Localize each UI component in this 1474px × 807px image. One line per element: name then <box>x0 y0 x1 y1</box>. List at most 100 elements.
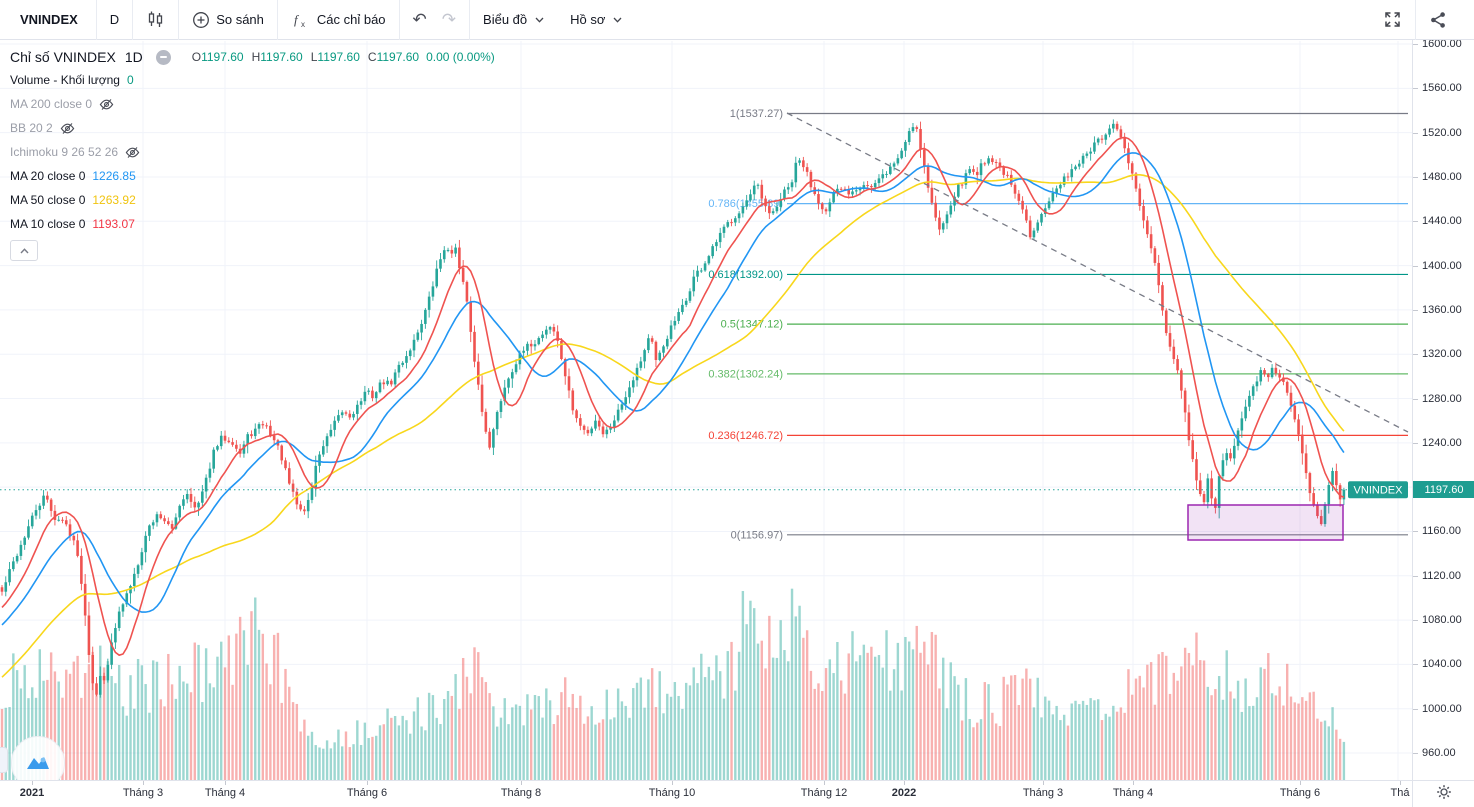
fib-retracement[interactable]: 1(1537.27)0.786(1455.89)0.618(1392.00)0.… <box>708 108 1408 541</box>
ohlc-pair: C1197.60 <box>367 50 420 64</box>
axis-tick <box>1413 620 1418 622</box>
axis-tick <box>1413 398 1418 400</box>
symbol-price-tag: VNINDEX <box>1348 481 1408 499</box>
fullscreen-button[interactable] <box>1370 0 1415 39</box>
price-axis-label: 1240.00 <box>1422 436 1462 449</box>
price-axis-label: 1120.00 <box>1422 569 1461 582</box>
indicator-value: 1263.92 <box>92 193 136 207</box>
svg-text:0(1156.97): 0(1156.97) <box>731 529 783 541</box>
chart-style-button[interactable] <box>133 0 178 39</box>
symbol-button[interactable]: VNINDEX <box>20 12 78 27</box>
time-axis-label: Tháng 4 <box>1112 787 1154 799</box>
compare-button[interactable]: So sánh <box>179 0 277 39</box>
indicator-name: MA 50 close 0 <box>10 193 86 207</box>
axis-tick <box>225 781 226 785</box>
indicator-value: 1226.85 <box>92 169 136 183</box>
time-axis[interactable]: 2021 Tháng 3 Tháng 4 Tháng 6 Tháng 8 Tháng 10… <box>0 780 1412 807</box>
price-axis-label: 1160.00 <box>1422 525 1461 538</box>
indicators-label: Các chỉ báo <box>316 12 386 27</box>
axis-settings-cell[interactable] <box>1412 780 1474 807</box>
indicator-row[interactable]: MA 200 close 0 <box>10 92 495 116</box>
time-axis-label: Thá <box>1390 787 1410 799</box>
redo-button[interactable]: ↷ <box>441 9 457 29</box>
ohlc-pair: L1197.60 <box>310 50 360 64</box>
ohlc-pair: H1197.60 <box>251 50 303 64</box>
price-axis-label: 1320.00 <box>1422 348 1462 361</box>
moving-averages-layer <box>1 136 1345 678</box>
svg-text:0.618(1392.00): 0.618(1392.00) <box>708 269 783 281</box>
indicator-value: 1193.07 <box>92 217 135 231</box>
divider <box>398 0 400 40</box>
axis-tick <box>1300 781 1301 785</box>
indicator-value: 0 <box>126 73 134 87</box>
price-axis-label: 1520.00 <box>1422 126 1462 139</box>
indicator-row[interactable]: BB 20 2 <box>10 116 495 140</box>
svg-text:0.382(1302.24): 0.382(1302.24) <box>708 368 783 380</box>
axis-tick <box>1413 664 1418 666</box>
drawing-toolbar-handle[interactable] <box>0 747 8 773</box>
axis-tick <box>904 781 905 785</box>
svg-text:f: f <box>294 12 300 27</box>
svg-text:0.236(1246.72): 0.236(1246.72) <box>708 430 783 442</box>
axis-tick <box>1413 575 1418 577</box>
time-axis-label: Tháng 3 <box>1022 787 1064 799</box>
top-toolbar: VNINDEX D So sánh f <box>0 0 1474 40</box>
eye-off-icon[interactable] <box>99 97 114 112</box>
profile-menu-button[interactable]: Hồ sơ <box>557 0 635 39</box>
axis-tick <box>1413 44 1418 45</box>
indicator-row[interactable]: MA 50 close 0 1263.92 <box>10 188 495 212</box>
highlight-box[interactable] <box>1187 504 1344 541</box>
change-value: 0.00 (0.00%) <box>426 50 495 64</box>
price-axis-label: 1000.00 <box>1422 702 1462 715</box>
candlestick-icon <box>146 10 165 29</box>
time-axis-label: Tháng 4 <box>204 787 246 799</box>
price-axis-label: 1440.00 <box>1422 215 1462 228</box>
axis-tick <box>824 781 825 785</box>
current-price-badge: 1197.60 <box>1413 481 1474 499</box>
legend-collapse-button[interactable] <box>10 240 38 261</box>
time-axis-label: Tháng 3 <box>122 787 164 799</box>
indicator-name: MA 10 close 0 <box>10 217 86 231</box>
indicator-name: BB 20 2 <box>10 121 53 135</box>
chart-menu-button[interactable]: Biểu đồ <box>470 0 557 39</box>
axis-tick <box>1413 753 1418 754</box>
svg-text:0.5(1347.12): 0.5(1347.12) <box>721 319 783 331</box>
price-axis-label: 960.00 <box>1422 747 1456 759</box>
indicator-row[interactable]: MA 10 close 0 1193.07 <box>10 212 495 236</box>
axis-tick <box>672 781 673 785</box>
share-button[interactable] <box>1416 0 1460 39</box>
chevron-down-icon <box>613 17 622 23</box>
axis-tick <box>1413 531 1418 533</box>
price-axis-label: 1280.00 <box>1422 392 1462 405</box>
price-axis-label: 1360.00 <box>1422 303 1462 316</box>
profile-menu-label: Hồ sơ <box>570 12 606 27</box>
indicators-button[interactable]: f x Các chỉ báo <box>278 0 399 39</box>
indicator-row[interactable]: Volume - Khối lượng 0 <box>10 68 495 92</box>
price-axis[interactable]: 1600.00 1560.00 1520.00 1480.00 1440.00 1400.… <box>1412 38 1474 780</box>
eye-off-icon[interactable] <box>125 145 140 160</box>
interval-button[interactable]: D <box>109 12 120 27</box>
series-interval: 1D <box>124 49 143 65</box>
time-axis-label: Tháng 12 <box>800 787 848 799</box>
axis-tick <box>1413 265 1418 267</box>
indicator-name: MA 20 close 0 <box>10 169 86 183</box>
time-axis-label: 2021 <box>19 787 45 799</box>
indicator-row[interactable]: Ichimoku 9 26 52 26 <box>10 140 495 164</box>
price-axis-label: 1080.00 <box>1422 614 1462 627</box>
undo-button[interactable]: ↶ <box>412 9 427 29</box>
eye-off-icon[interactable] <box>60 121 75 136</box>
chart-canvas[interactable]: 1(1537.27)0.786(1455.89)0.618(1392.00)0.… <box>0 40 1412 780</box>
chart-menu-label: Biểu đồ <box>483 12 528 27</box>
time-axis-label: Tháng 6 <box>346 787 388 799</box>
plus-circle-icon <box>192 11 210 29</box>
main-series-row[interactable]: Chỉ số VNINDEX 1D O1197.60 H1197.60 L1197.… <box>10 46 495 68</box>
axis-tick <box>1413 354 1418 356</box>
indicator-name: Ichimoku 9 26 52 26 <box>10 145 119 159</box>
divider <box>178 0 180 40</box>
indicator-name: Volume - Khối lượng <box>10 73 120 87</box>
collapse-ohlc-button[interactable] <box>155 49 171 65</box>
legend-panel: Chỉ số VNINDEX 1D O1197.60 H1197.60 L1197.… <box>10 46 495 261</box>
indicator-row[interactable]: MA 20 close 0 1226.85 <box>10 164 495 188</box>
time-axis-label: Tháng 8 <box>500 787 542 799</box>
